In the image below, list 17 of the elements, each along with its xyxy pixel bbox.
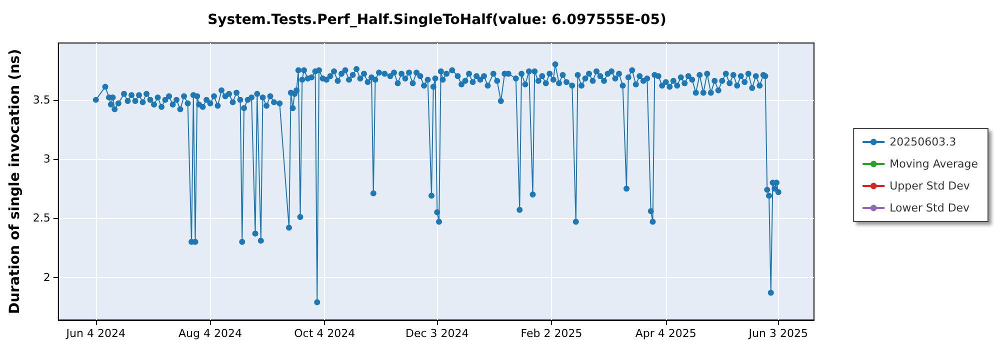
y-tick-label: 2.5 xyxy=(32,212,50,225)
x-tick-label: Aug 4 2024 xyxy=(178,327,242,340)
x-tick-label: Dec 3 2024 xyxy=(405,327,469,340)
x-tick-label: Apr 4 2025 xyxy=(635,327,696,340)
legend-label: Upper Std Dev xyxy=(890,180,970,192)
legend-label: Lower Std Dev xyxy=(890,202,970,214)
x-tick-label: Jun 3 2025 xyxy=(748,327,808,340)
legend-label: 20250603.3 xyxy=(890,136,956,148)
y-tick-label: 3.5 xyxy=(32,93,50,106)
y-tick-label: 3 xyxy=(43,152,50,166)
y-axis-title: Duration of single invocation (ns) xyxy=(7,48,23,314)
x-tick-label: Feb 2 2025 xyxy=(520,327,582,340)
x-tick-label: Oct 4 2024 xyxy=(294,327,356,340)
legend-label: Moving Average xyxy=(890,158,978,170)
chart-title: System.Tests.Perf_Half.SingleToHalf(value: 6.097555E-05) xyxy=(208,12,666,28)
y-tick-label: 2 xyxy=(43,270,50,284)
x-tick-label: Jun 4 2024 xyxy=(65,327,126,340)
